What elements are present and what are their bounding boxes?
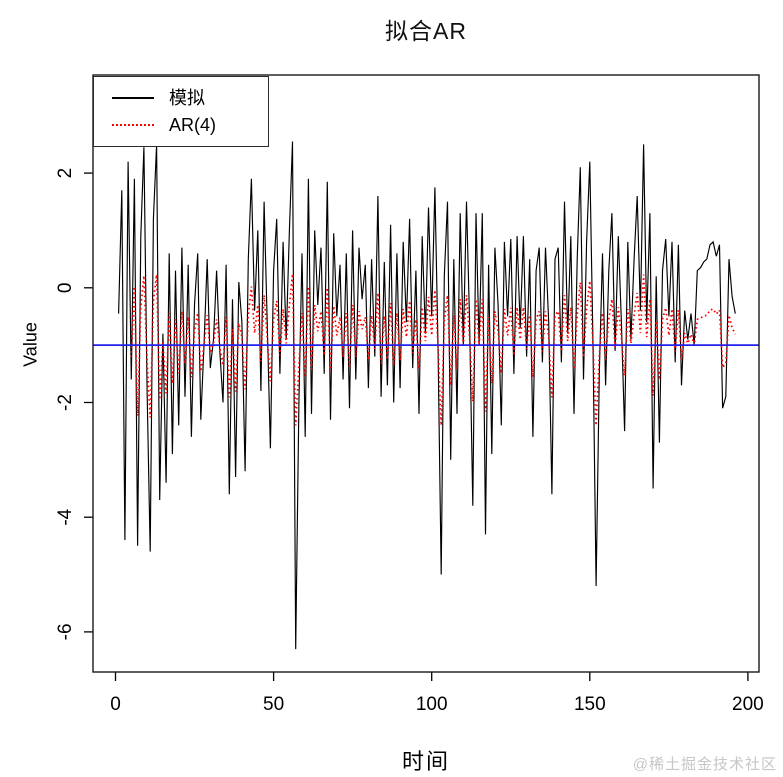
svg-text:100: 100 bbox=[416, 694, 448, 715]
svg-text:-2: -2 bbox=[55, 394, 76, 411]
solid-line-swatch bbox=[112, 97, 154, 99]
svg-text:200: 200 bbox=[732, 694, 764, 715]
svg-text:-4: -4 bbox=[55, 508, 76, 525]
legend: 模拟 AR(4) bbox=[93, 76, 269, 147]
svg-text:50: 50 bbox=[263, 694, 284, 715]
x-axis-title: 时间 bbox=[401, 749, 450, 774]
y-axis-title: Value bbox=[20, 322, 41, 367]
legend-label: 模拟 bbox=[169, 88, 205, 108]
svg-text:0: 0 bbox=[55, 283, 76, 294]
dotted-line-swatch bbox=[112, 124, 154, 126]
legend-entry-simulation: 模拟 bbox=[112, 89, 268, 107]
watermark: @稀土掘金技术社区 bbox=[632, 756, 777, 773]
svg-text:-6: -6 bbox=[55, 623, 76, 640]
svg-text:150: 150 bbox=[574, 694, 606, 715]
svg-text:0: 0 bbox=[110, 694, 121, 715]
svg-text:2: 2 bbox=[55, 168, 76, 179]
legend-entry-ar4: AR(4) bbox=[112, 116, 268, 134]
legend-label: AR(4) bbox=[169, 115, 217, 135]
chart-title: 拟合AR bbox=[385, 18, 467, 44]
